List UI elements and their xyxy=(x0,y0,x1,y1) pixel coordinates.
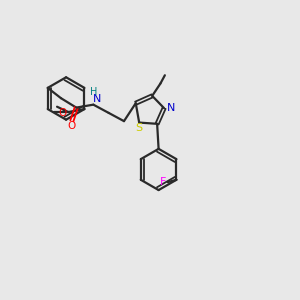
Text: O: O xyxy=(58,108,67,118)
Text: O: O xyxy=(67,121,75,131)
Text: N: N xyxy=(93,94,101,104)
Text: N: N xyxy=(167,103,175,113)
Text: H: H xyxy=(90,87,97,97)
Text: S: S xyxy=(136,124,143,134)
Text: F: F xyxy=(160,177,166,187)
